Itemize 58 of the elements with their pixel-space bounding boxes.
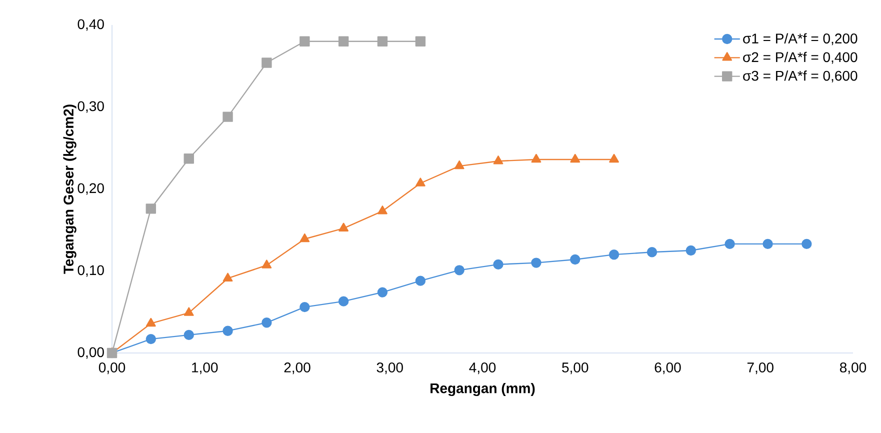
legend-label: σ3 = P/A*f = 0,600 bbox=[743, 70, 858, 82]
point bbox=[300, 36, 310, 46]
x-tick-label: 5,00 bbox=[562, 362, 588, 374]
point bbox=[222, 326, 233, 336]
point bbox=[416, 178, 426, 186]
point bbox=[454, 160, 464, 170]
point bbox=[378, 206, 388, 214]
point bbox=[415, 276, 426, 286]
x-tick-label: 7,00 bbox=[747, 362, 774, 374]
point bbox=[146, 318, 156, 327]
point bbox=[262, 260, 272, 268]
x-tick-label: 0,00 bbox=[98, 362, 126, 374]
point bbox=[724, 238, 735, 250]
x-tick-label: 6,00 bbox=[654, 362, 681, 374]
y-tick-label: 0,10 bbox=[78, 265, 104, 277]
x-tick-label: 3,00 bbox=[376, 362, 403, 374]
y-tick-label: 0,20 bbox=[78, 183, 104, 195]
point bbox=[609, 154, 619, 163]
y-axis-title: Tegangan Geser (kg/cm2) bbox=[63, 104, 76, 274]
point bbox=[570, 254, 580, 265]
point bbox=[300, 302, 310, 312]
point bbox=[184, 307, 194, 316]
point bbox=[262, 58, 272, 68]
y-tick-label: 0,00 bbox=[78, 347, 104, 359]
point bbox=[146, 204, 156, 214]
point bbox=[184, 154, 194, 164]
point bbox=[377, 36, 388, 46]
x-tick-label: 2,00 bbox=[284, 362, 310, 374]
point bbox=[454, 265, 464, 276]
x-axis-title: Regangan (mm) bbox=[430, 382, 535, 396]
point bbox=[262, 318, 272, 328]
point bbox=[762, 238, 773, 250]
y-tick-label: 0,30 bbox=[78, 101, 104, 113]
point bbox=[531, 258, 542, 268]
x-tick-label: 1,00 bbox=[192, 362, 218, 374]
point bbox=[608, 249, 620, 260]
point bbox=[531, 154, 542, 163]
point bbox=[338, 222, 348, 232]
point bbox=[338, 36, 349, 46]
y-tick-label: 0,40 bbox=[78, 19, 104, 31]
point bbox=[493, 259, 504, 270]
point bbox=[222, 272, 233, 282]
point bbox=[338, 296, 349, 306]
x-tick-label: 8,00 bbox=[840, 362, 866, 374]
point bbox=[146, 334, 156, 344]
point bbox=[377, 287, 388, 298]
point bbox=[646, 247, 658, 258]
point bbox=[300, 233, 310, 242]
point bbox=[802, 238, 812, 250]
legend-label: σ1 = P/A*f = 0,200 bbox=[743, 33, 858, 46]
point bbox=[184, 330, 194, 340]
point bbox=[415, 36, 426, 46]
point bbox=[222, 112, 233, 122]
legend-label: σ2 = P/A*f = 0,400 bbox=[743, 52, 858, 64]
point bbox=[493, 156, 504, 164]
x-tick-label: 4,00 bbox=[469, 362, 496, 374]
point bbox=[570, 154, 580, 163]
point bbox=[686, 245, 696, 256]
